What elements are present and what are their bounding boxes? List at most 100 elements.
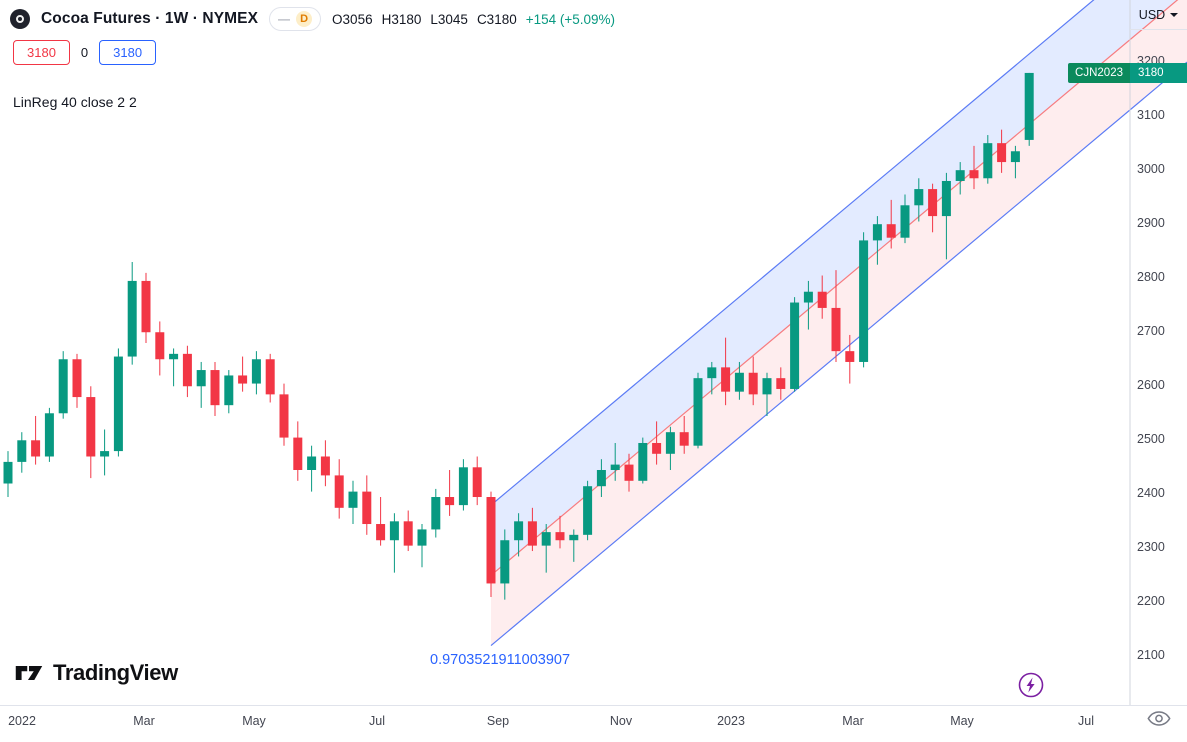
tradingview-logo-link[interactable]: TradingView bbox=[14, 660, 178, 686]
candle-body bbox=[886, 224, 896, 238]
ohlc-readout: O3056 H3180 L3045 C3180 +154 (+5.09%) bbox=[332, 12, 615, 27]
candle-body bbox=[790, 302, 800, 389]
candle-body bbox=[348, 491, 358, 508]
candle-body bbox=[265, 359, 275, 395]
time-scale-label: Jul bbox=[1078, 714, 1094, 728]
time-scale-label: Mar bbox=[842, 714, 864, 728]
time-scale-label: 2022 bbox=[8, 714, 36, 728]
candle-body bbox=[831, 307, 841, 352]
candle-body bbox=[238, 375, 248, 384]
candle-body bbox=[307, 456, 317, 470]
candle-body bbox=[845, 351, 855, 362]
pearson-r-annotation: 0.9703521911003907 bbox=[430, 652, 571, 668]
time-scale-label: 2023 bbox=[717, 714, 745, 728]
time-scale[interactable]: 2022 Mar May Jul Sep Nov 2023 Mar May Jul bbox=[0, 705, 1187, 742]
candle-body bbox=[941, 180, 951, 217]
candle-body bbox=[859, 240, 869, 362]
candle-body bbox=[320, 456, 330, 476]
candle-body bbox=[155, 332, 165, 360]
contract-label: CJN2023 bbox=[1068, 62, 1130, 83]
chart-header: Cocoa Futures · 1W · NYMEX — D O3056 H31… bbox=[10, 7, 615, 31]
candle-body bbox=[472, 467, 482, 498]
candle-body bbox=[1024, 72, 1034, 140]
candle-body bbox=[376, 524, 386, 541]
candle-body bbox=[569, 534, 579, 541]
candle-body bbox=[458, 467, 468, 506]
candle-body bbox=[583, 486, 593, 535]
candle-body bbox=[445, 497, 455, 506]
price-scale-label: 2800 bbox=[1137, 270, 1165, 285]
price-scale-label: 3000 bbox=[1137, 162, 1165, 177]
quantity-value: 0 bbox=[80, 45, 89, 60]
change-value: +154 (+5.09%) bbox=[525, 11, 616, 27]
eye-icon bbox=[1147, 711, 1171, 726]
instrument-logo[interactable] bbox=[10, 9, 30, 29]
time-scale-label: Mar bbox=[133, 714, 155, 728]
candle-body bbox=[389, 521, 399, 541]
time-scale-label: May bbox=[950, 714, 974, 728]
instrument-logo-glyph bbox=[16, 15, 24, 23]
candle-body bbox=[803, 291, 813, 303]
indicator-legend[interactable]: LinReg 40 close 2 2 bbox=[13, 94, 137, 110]
candle-body bbox=[169, 353, 179, 360]
price-scale-label: 2200 bbox=[1137, 594, 1165, 609]
last-price-label: 3180 bbox=[1130, 62, 1187, 83]
candle-body bbox=[100, 451, 110, 457]
candle-body bbox=[334, 475, 344, 508]
candle-body bbox=[555, 532, 565, 541]
candle-body bbox=[748, 372, 758, 395]
candle-body bbox=[17, 440, 27, 462]
candle-body bbox=[417, 529, 427, 546]
chevron-down-icon bbox=[1170, 12, 1179, 17]
currency-label: USD bbox=[1138, 7, 1166, 22]
current-price-badge: CJN2023 3180 bbox=[1068, 62, 1187, 83]
linreg-median-line[interactable] bbox=[490, 0, 1187, 576]
high-value: H3180 bbox=[381, 11, 422, 27]
candle-body bbox=[914, 189, 924, 206]
tradingview-wordmark: TradingView bbox=[53, 660, 178, 685]
candle-body bbox=[113, 356, 123, 452]
candle-body bbox=[3, 461, 13, 484]
linreg-upper-line[interactable] bbox=[490, 0, 1187, 506]
candle-body bbox=[527, 521, 537, 546]
price-scale-label: 2300 bbox=[1137, 540, 1165, 555]
currency-dropdown[interactable]: USD bbox=[1130, 0, 1187, 30]
price-scale-label: 2400 bbox=[1137, 486, 1165, 501]
toggle-visibility-button[interactable] bbox=[1146, 710, 1172, 730]
linreg-lower-line[interactable] bbox=[490, 61, 1187, 647]
candle-body bbox=[293, 437, 303, 470]
interval-alert-badge[interactable]: — D bbox=[269, 7, 322, 31]
flash-trade-button[interactable] bbox=[1016, 671, 1046, 701]
candle-body bbox=[969, 170, 979, 179]
price-input-row: 3180 0 3180 bbox=[13, 40, 157, 65]
candle-body bbox=[624, 464, 634, 481]
low-value: L3045 bbox=[430, 11, 468, 27]
candle-body bbox=[762, 378, 772, 395]
stop-price-box[interactable]: 3180 bbox=[13, 40, 70, 65]
candle-body bbox=[44, 413, 54, 457]
candle-body bbox=[693, 378, 703, 446]
candle-body bbox=[86, 397, 96, 457]
limit-price-box[interactable]: 3180 bbox=[99, 40, 157, 65]
candle-body bbox=[127, 280, 137, 357]
dash-icon: — bbox=[278, 12, 291, 26]
candle-body bbox=[141, 280, 151, 333]
candle-body bbox=[224, 375, 234, 406]
candle-body bbox=[707, 367, 717, 379]
price-scale-label: 2900 bbox=[1137, 216, 1165, 231]
candle-body bbox=[1010, 151, 1020, 163]
candle-body bbox=[983, 143, 993, 179]
lightning-icon bbox=[1018, 672, 1044, 698]
candlestick-chart[interactable] bbox=[0, 0, 1187, 705]
tradingview-logo-icon bbox=[15, 665, 43, 681]
open-value: O3056 bbox=[332, 11, 373, 27]
symbol-title[interactable]: Cocoa Futures · 1W · NYMEX bbox=[41, 10, 259, 27]
candle-body bbox=[817, 291, 827, 308]
candle-body bbox=[928, 189, 938, 217]
candle-body bbox=[210, 370, 220, 406]
candle-body bbox=[196, 370, 206, 387]
candle-body bbox=[652, 442, 662, 454]
price-scale[interactable]: 3200 3100 3000 2900 2800 2700 2600 2500 2400 2300… bbox=[1130, 0, 1187, 705]
candle-body bbox=[596, 470, 606, 487]
